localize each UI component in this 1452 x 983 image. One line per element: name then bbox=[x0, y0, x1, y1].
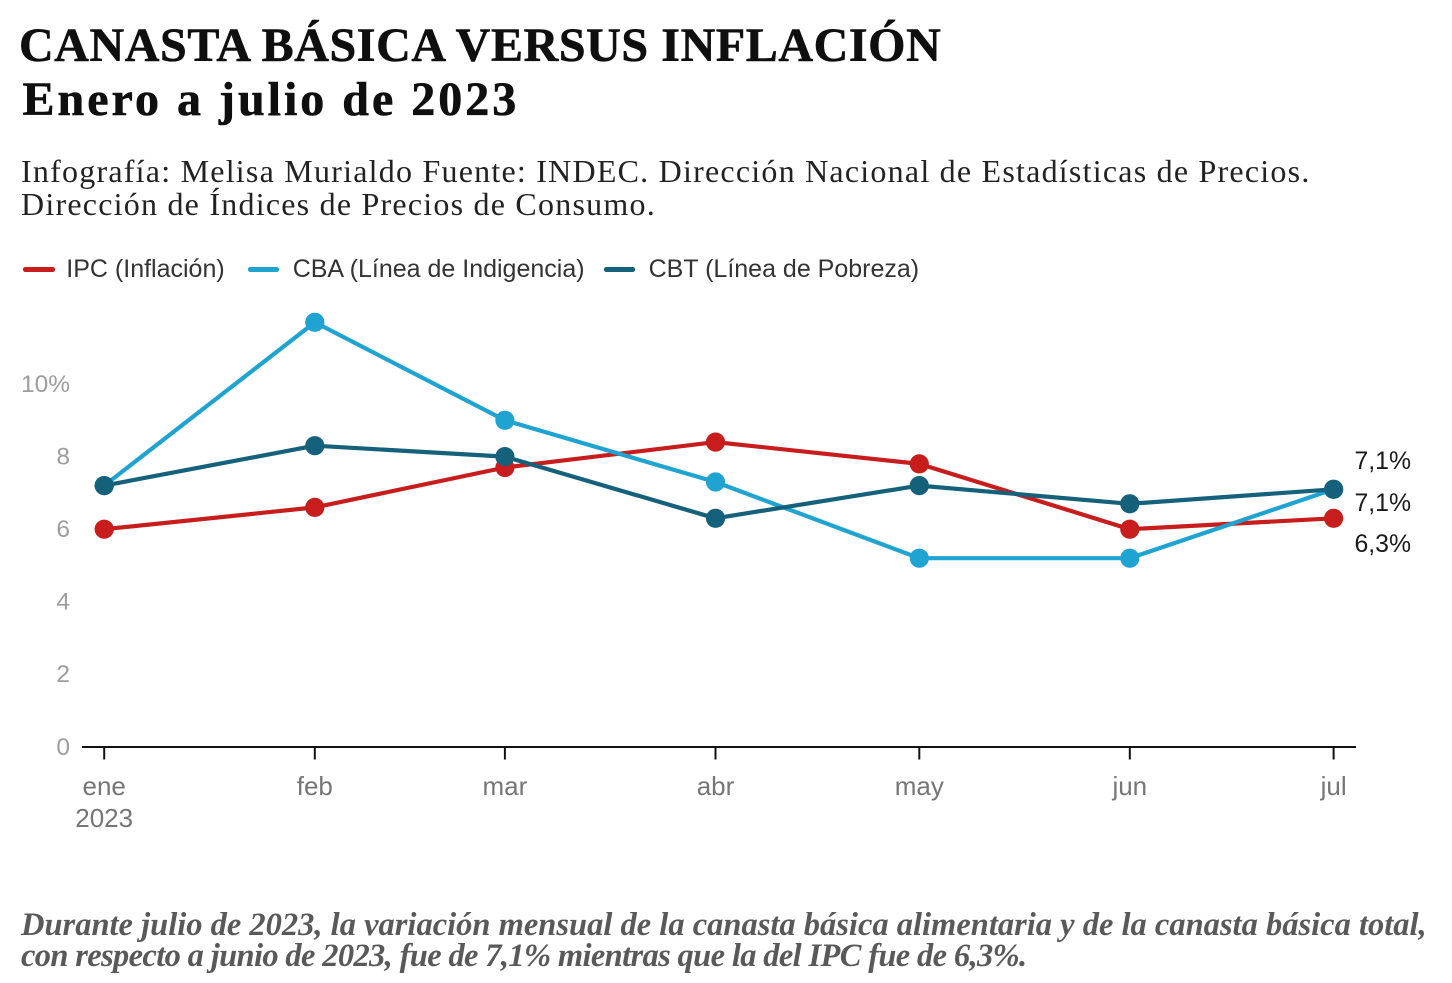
svg-text:7,1%: 7,1% bbox=[1355, 490, 1412, 517]
svg-text:ene: ene bbox=[83, 771, 126, 801]
svg-text:jun: jun bbox=[1111, 771, 1147, 801]
svg-text:jul: jul bbox=[1320, 771, 1347, 801]
svg-text:10%: 10% bbox=[21, 371, 70, 398]
svg-text:0: 0 bbox=[56, 734, 70, 761]
svg-text:4: 4 bbox=[56, 589, 70, 616]
svg-text:2: 2 bbox=[56, 661, 70, 688]
svg-text:8: 8 bbox=[56, 443, 70, 470]
svg-text:7,1%: 7,1% bbox=[1355, 448, 1412, 475]
svg-text:6: 6 bbox=[56, 516, 70, 543]
svg-text:feb: feb bbox=[297, 771, 333, 801]
svg-text:abr: abr bbox=[697, 771, 735, 801]
svg-text:2023: 2023 bbox=[75, 803, 133, 833]
svg-text:6,3%: 6,3% bbox=[1355, 531, 1412, 558]
svg-text:mar: mar bbox=[483, 771, 528, 801]
svg-text:may: may bbox=[895, 771, 944, 801]
